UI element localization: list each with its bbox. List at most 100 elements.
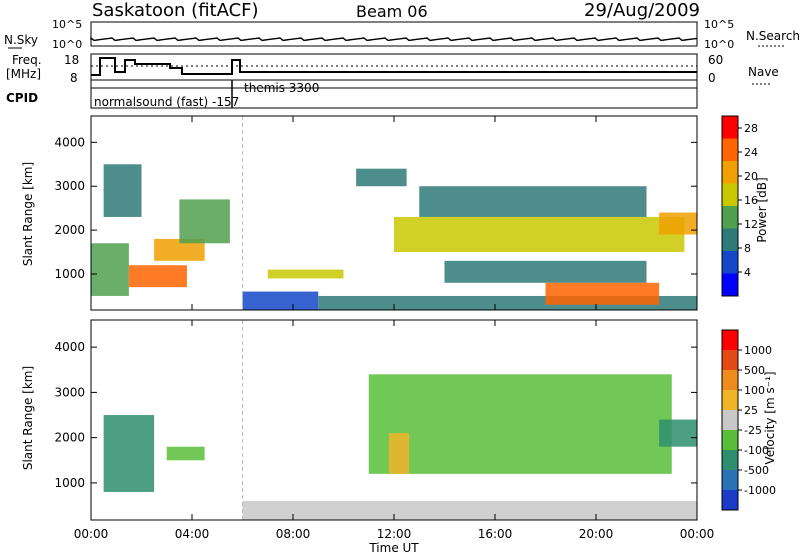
- power-colorbar-label: Power [dB]: [755, 177, 769, 242]
- data-region: [166, 446, 205, 461]
- data-region: [545, 282, 660, 305]
- colorbar-segment: [722, 183, 738, 206]
- y-tick-label: 1000: [54, 267, 85, 281]
- colorbar-tick-label: -1000: [744, 484, 776, 497]
- colorbar-segment: [722, 450, 738, 470]
- y-tick-label: 3000: [54, 179, 85, 193]
- colorbar-tick-label: -500: [744, 464, 769, 477]
- date-title: 29/Aug/2009: [584, 0, 700, 21]
- x-tick-label: 16:00: [478, 527, 513, 541]
- y-tick-label: 1000: [54, 476, 85, 490]
- y-tick-label: 2000: [54, 431, 85, 445]
- y-tick-label: 4000: [54, 340, 85, 354]
- data-region: [419, 186, 647, 217]
- data-region: [356, 168, 407, 187]
- colorbar-tick-label: 100: [744, 384, 765, 397]
- velocity-y-label: Slant Range [km]: [21, 366, 35, 470]
- colorbar-frame: [721, 115, 739, 297]
- data-region: [242, 500, 697, 520]
- velocity-colorbar: 1000 500 100 25 -25 -100 -500 -1000: [721, 329, 776, 511]
- nsky-trace-line: [90, 36, 698, 42]
- velocity-panel: 1000 2000 3000 4000 00:00 04:00 08:00 12:00 16:0…: [54, 319, 715, 541]
- data-region: [659, 419, 697, 447]
- colorbar-segment: [722, 470, 738, 490]
- nsky-tick-top: 10^5: [52, 18, 82, 31]
- cpid-label: CPID: [6, 91, 38, 105]
- colorbar-segment: [722, 138, 738, 161]
- colorbar-segment: [722, 410, 738, 430]
- colorbar-tick-label: 25: [744, 404, 758, 417]
- cpid-mode-1: normalsound (fast) -157: [94, 95, 239, 109]
- x-tick-label: 00:00: [680, 527, 715, 541]
- station-title: Saskatoon (fitACF): [92, 0, 259, 21]
- data-region: [128, 265, 187, 288]
- colorbar-tick-label: 12: [744, 218, 758, 231]
- x-tick-label: 08:00: [276, 527, 311, 541]
- colorbar-segment: [722, 330, 738, 350]
- colorbar-segment: [722, 161, 738, 184]
- power-y-label: Slant Range [km]: [21, 162, 35, 266]
- nave-tick-top: 60: [708, 53, 723, 67]
- colorbar-segment: [722, 251, 738, 274]
- nsky-trace: [90, 36, 698, 42]
- colorbar-tick-label: 8: [744, 242, 751, 255]
- colorbar-segment: [722, 390, 738, 410]
- freq-tick-bottom: 8: [70, 71, 78, 85]
- data-region: [242, 291, 319, 310]
- freq-label-1: Freq.: [12, 53, 42, 67]
- nsearch-tick-bottom: 10^0: [704, 38, 734, 51]
- colorbar-segment: [722, 116, 738, 139]
- nave-tick-bottom: 0: [708, 71, 716, 85]
- freq-trace: [91, 57, 697, 108]
- y-tick-label: 2000: [54, 223, 85, 237]
- data-region: [103, 164, 142, 217]
- nsky-panel: [90, 21, 698, 47]
- colorbar-segment: [722, 206, 738, 229]
- x-tick-label: 12:00: [377, 527, 412, 541]
- x-tick-label: 00:00: [74, 527, 109, 541]
- colorbar-tick-label: -25: [744, 424, 762, 437]
- colorbar-segment: [722, 273, 738, 296]
- colorbar-tick-label: 20: [744, 170, 758, 183]
- nsky-label: N.Sky: [4, 33, 38, 47]
- beam-title: Beam 06: [356, 2, 428, 21]
- colorbar-segment: [722, 370, 738, 390]
- freq-label-2: [MHz]: [6, 67, 41, 81]
- x-tick-label: 04:00: [175, 527, 210, 541]
- colorbar-tick-label: 24: [744, 146, 758, 159]
- y-tick-label: 4000: [54, 135, 85, 149]
- freq-tick-top: 18: [64, 53, 79, 67]
- colorbar-segment: [722, 490, 738, 510]
- colorbar-frame: [721, 329, 739, 511]
- nsky-tick-bottom: 10^0: [52, 38, 82, 51]
- colorbar-tick-label: 16: [744, 194, 758, 207]
- cpid-mode-2: themis 3300: [244, 81, 319, 95]
- data-region: [659, 212, 697, 235]
- nave-label: Nave: [748, 65, 779, 79]
- colorbar-tick-label: 28: [744, 122, 758, 135]
- x-tick-label: 20:00: [579, 527, 614, 541]
- colorbar-segment: [722, 350, 738, 370]
- colorbar-tick-label: 4: [744, 266, 751, 279]
- colorbar-tick-label: 500: [744, 364, 765, 377]
- data-region: [91, 243, 129, 296]
- y-tick-label: 3000: [54, 385, 85, 399]
- power-colorbar: 4 8 12 16 20 24 28: [721, 115, 758, 297]
- data-region: [368, 374, 672, 474]
- cpid-panel: [90, 79, 698, 109]
- colorbar-segment: [722, 228, 738, 251]
- colorbar-tick-label: 1000: [744, 344, 772, 357]
- freq-trace-line: [91, 57, 697, 76]
- power-panel: 1000 2000 3000 4000: [54, 115, 698, 311]
- data-region: [179, 199, 230, 244]
- data-region: [103, 415, 155, 492]
- data-region: [267, 269, 344, 279]
- data-region: [154, 238, 205, 261]
- velocity-colorbar-label: Velocity [m s⁻¹]: [763, 371, 777, 464]
- data-region: [394, 216, 685, 253]
- nsearch-tick-top: 10^5: [704, 18, 734, 31]
- x-axis-label: Time UT: [368, 541, 419, 554]
- colorbar-tick-label: -100: [744, 444, 769, 457]
- data-region: [444, 260, 647, 283]
